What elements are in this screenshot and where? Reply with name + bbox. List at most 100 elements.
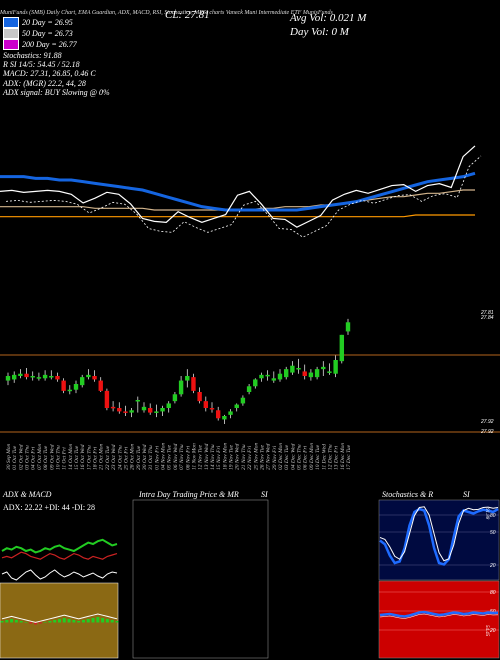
adx-plus-di-line <box>1 538 118 554</box>
legend-sma50: 50 Day = 26.73 <box>3 28 73 39</box>
candle-body <box>11 374 17 380</box>
day-vol-label: Day Vol: 0 M <box>290 26 349 38</box>
candle-body <box>160 408 165 412</box>
date-tick-label: 03 Dec Tue <box>284 444 290 470</box>
stochastics-panel <box>378 499 500 581</box>
macd-histogram-bar <box>34 622 38 625</box>
date-tick-label: 18 Oct Fri <box>93 446 99 470</box>
intraday-panel <box>132 499 269 659</box>
candle-body <box>42 374 48 379</box>
macd-histogram-bar <box>53 620 57 623</box>
date-tick-label: 08 Nov Fri <box>185 445 191 470</box>
candle-body <box>259 374 264 379</box>
rsi-value-label: 54.45 <box>484 625 489 637</box>
date-tick-label: 21 Oct Mon <box>99 443 105 470</box>
candle-body <box>67 389 73 392</box>
date-tick-label: 09 Dec Mon <box>309 443 315 470</box>
candle-body <box>86 374 91 378</box>
macd-histogram-bar <box>115 621 119 623</box>
date-tick-label: 04 Nov Mon <box>160 443 167 470</box>
price-label-low2: 27.92 <box>480 429 494 435</box>
macd-histogram-bar <box>48 621 52 623</box>
chart-header-line: MuniFunds (SMB) Daily Chart, EMA Guardia… <box>0 10 333 16</box>
macd-histogram-bar <box>5 620 9 623</box>
candle-body <box>321 366 326 370</box>
date-tick-label: 15 Oct Tue <box>74 445 80 470</box>
date-tick-label: 05 Dec Thu <box>297 444 303 470</box>
macd-histogram-bar <box>67 619 71 623</box>
date-tick-label: 06 Dec Fri <box>303 445 309 470</box>
date-tick-label: 30 Sep Mon <box>6 443 12 470</box>
sma20-text: 20 Day = 26.95 <box>22 18 73 27</box>
close-price-line <box>0 145 476 228</box>
candle-body <box>98 380 103 391</box>
date-tick-label: 07 Nov Thu <box>179 444 185 470</box>
date-tick-label: 04 Oct Fri <box>30 446 37 470</box>
macd-histogram-bar <box>105 619 109 623</box>
date-tick-label: 01 Nov Fri <box>154 445 160 470</box>
candle-body <box>141 406 147 411</box>
candle-body <box>49 376 54 378</box>
date-tick-label: 05 Nov Tue <box>167 444 173 470</box>
date-tick-label: 18 Nov Mon <box>222 443 228 470</box>
stoch-panel-si: SI <box>463 490 470 499</box>
stoch-panel-title: Stochastics & R <box>382 490 434 499</box>
candle-body <box>240 397 246 404</box>
date-tick-label: 08 Oct Tue <box>43 445 49 470</box>
date-tick-label: 13 Dec Fri <box>334 445 340 470</box>
date-tick-label: 31 Oct Thu <box>148 445 154 470</box>
sma200-text: 200 Day = 26.77 <box>22 40 77 49</box>
date-tick-label: 22 Nov Fri <box>247 445 253 470</box>
candle-body <box>135 400 141 402</box>
date-tick-label: 21 Nov Thu <box>241 444 247 470</box>
adx-panel-title: ADX & MACD <box>3 490 52 499</box>
macd-histogram-bar <box>43 622 47 623</box>
candle-body <box>117 408 122 412</box>
macd-histogram-bar <box>77 621 81 623</box>
candle-body <box>333 360 338 374</box>
rsi-readout: R SI 14/5: 54.45 / 52.18 <box>3 60 80 69</box>
price-label-top2: 27.84 <box>480 315 494 321</box>
macd-histogram-bar <box>72 620 76 623</box>
adx-signal-readout: ADX signal: BUY Slowing @ 0% <box>3 88 110 97</box>
date-tick-label: 29 Nov Fri <box>272 445 278 470</box>
macd-histogram-bar <box>101 618 105 623</box>
date-tick-label: 25 Oct Fri <box>123 446 129 470</box>
macd-histogram-bar <box>96 617 100 623</box>
legend-sma20: 20 Day = 26.95 <box>3 17 73 28</box>
date-tick-label: 17 Oct Thu <box>86 445 92 470</box>
macd-histogram-bar <box>19 621 23 623</box>
date-tick-label: 26 Nov Tue <box>259 444 265 470</box>
intraday-panel-title: Intra Day Trading Price & MR <box>139 490 239 499</box>
date-tick-label: 29 Oct Tue <box>136 445 142 470</box>
candle-body <box>73 384 79 390</box>
sma20-line <box>0 171 476 212</box>
candle-body <box>283 369 289 378</box>
stochastics-readout: Stochastics: 91.88 <box>3 51 62 60</box>
candle-body <box>30 376 35 378</box>
avg-vol-label: Avg Vol: 0.021 M <box>290 12 367 24</box>
date-tick-label: 12 Nov Tue <box>198 444 204 470</box>
date-tick-label: 11 Nov Mon <box>191 443 197 470</box>
macd-histogram-bar <box>81 620 85 623</box>
candle-body <box>234 404 239 408</box>
adx-readout: ADX: (MGR) 22.2, 44, 28 <box>3 79 86 88</box>
rsi-line <box>379 610 499 618</box>
date-tick-label: 12 Dec Thu <box>327 444 333 470</box>
stoch-value-label: 91.88 <box>484 508 489 520</box>
date-tick-label: 10 Dec Tue <box>315 444 321 470</box>
candle-body <box>271 378 277 381</box>
candle-body <box>339 334 345 362</box>
candle-body <box>178 380 184 395</box>
rsi-tick-label: 20 <box>489 628 496 634</box>
candle-body <box>61 380 66 391</box>
date-tick-label: 09 Oct Wed <box>49 444 55 470</box>
candle-body <box>246 386 252 392</box>
macd-readout: MACD: 27.31, 26.85, 0.46 C <box>3 69 96 78</box>
adx-panel-readout: ADX: 22.22 +DI: 44 -DI: 28 <box>3 503 96 512</box>
candle-body <box>265 374 270 377</box>
stoch-tick-label: 80 <box>490 513 496 519</box>
rsi-tick-label: 80 <box>490 590 496 596</box>
date-tick-label: 11 Oct Fri <box>62 447 68 470</box>
candle-body <box>36 377 42 379</box>
